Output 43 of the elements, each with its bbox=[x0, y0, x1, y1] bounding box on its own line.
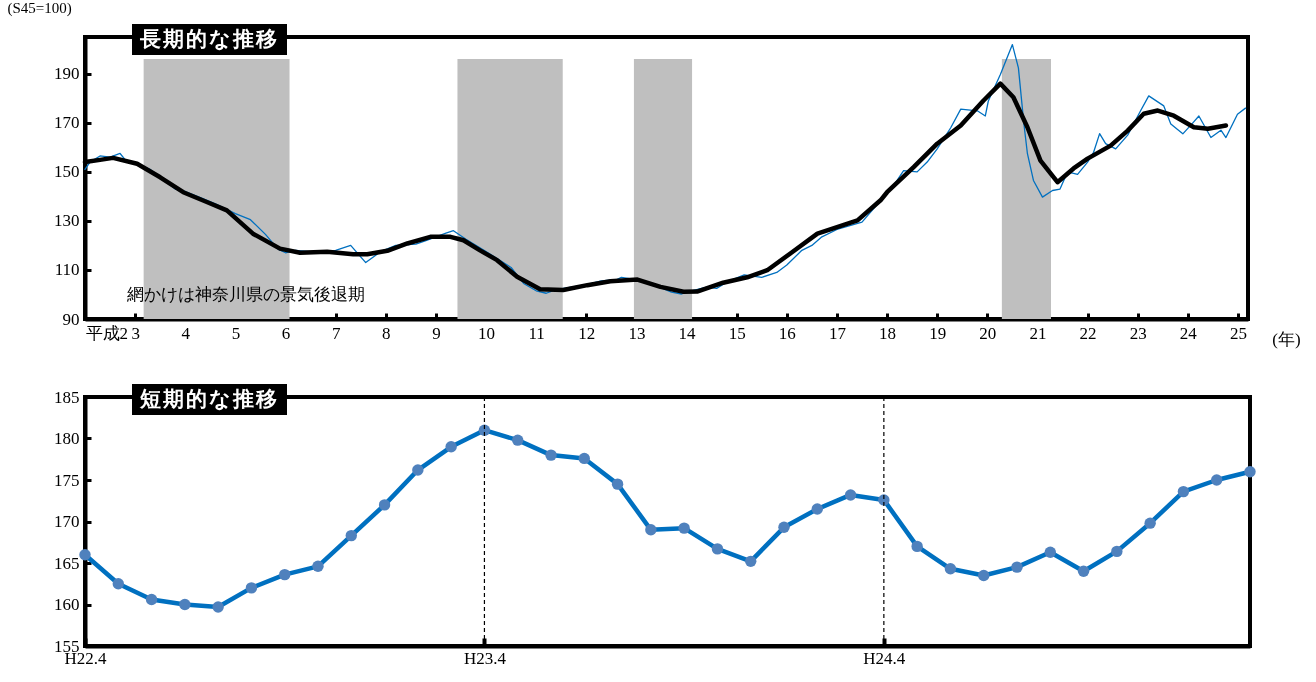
x-tick-label: 10 bbox=[478, 323, 496, 343]
x-tick-label: 7 bbox=[331, 323, 341, 343]
x-tick-label: 24 bbox=[1179, 323, 1198, 343]
x-tick-label: H23.4 bbox=[463, 648, 507, 668]
x-tick-label: 14 bbox=[678, 323, 697, 343]
chart-title: 長期的な推移 bbox=[132, 24, 287, 55]
x-tick-label: 平成2 bbox=[85, 323, 128, 343]
x-tick-label: 25 bbox=[1229, 323, 1247, 343]
x-tick-label: 6 bbox=[281, 323, 291, 343]
x-tick-label: 15 bbox=[728, 323, 746, 343]
x-tick-label: 11 bbox=[528, 323, 545, 343]
x-tick-label: 17 bbox=[828, 323, 847, 343]
x-axis-title: (年) bbox=[1272, 329, 1301, 349]
y-tick-label: 165 bbox=[54, 553, 80, 573]
y-tick-label: 160 bbox=[54, 595, 80, 614]
x-tick-label: 21 bbox=[1029, 323, 1047, 343]
y-tick-label: 175 bbox=[54, 470, 80, 490]
x-tick-label: 9 bbox=[432, 323, 441, 343]
x-tick-label: 13 bbox=[628, 323, 646, 343]
x-tick-label: 5 bbox=[231, 323, 241, 343]
annotation: 網かけは神奈川県の景気後退期 bbox=[126, 285, 365, 304]
x-tick-label: 22 bbox=[1079, 323, 1097, 343]
x-tick-label: 18 bbox=[879, 323, 897, 343]
y-tick-label: 170 bbox=[54, 113, 80, 133]
x-tick-label: 20 bbox=[979, 323, 997, 343]
y-tick-label: 170 bbox=[54, 512, 80, 531]
y-tick-label: 150 bbox=[54, 162, 80, 182]
x-tick-label: 4 bbox=[181, 323, 191, 343]
x-tick-label: 19 bbox=[929, 323, 947, 343]
x-tick-label: 16 bbox=[778, 323, 796, 343]
x-tick-label: H24.4 bbox=[863, 648, 906, 668]
y-axis-title: (S45=100) bbox=[7, 0, 72, 17]
chart-title: 短期的な推移 bbox=[132, 384, 287, 415]
y-tick-label: 90 bbox=[62, 309, 80, 329]
y-tick-label: 130 bbox=[54, 211, 80, 231]
y-tick-label: 180 bbox=[54, 429, 80, 448]
x-tick-label: 12 bbox=[578, 323, 596, 343]
x-tick-label: 8 bbox=[382, 323, 391, 343]
y-tick-label: 185 bbox=[54, 387, 80, 407]
x-tick-label: 23 bbox=[1129, 323, 1147, 343]
y-tick-label: 190 bbox=[54, 64, 80, 84]
x-tick-label: 3 bbox=[131, 323, 140, 343]
y-tick-label: 110 bbox=[54, 260, 80, 280]
